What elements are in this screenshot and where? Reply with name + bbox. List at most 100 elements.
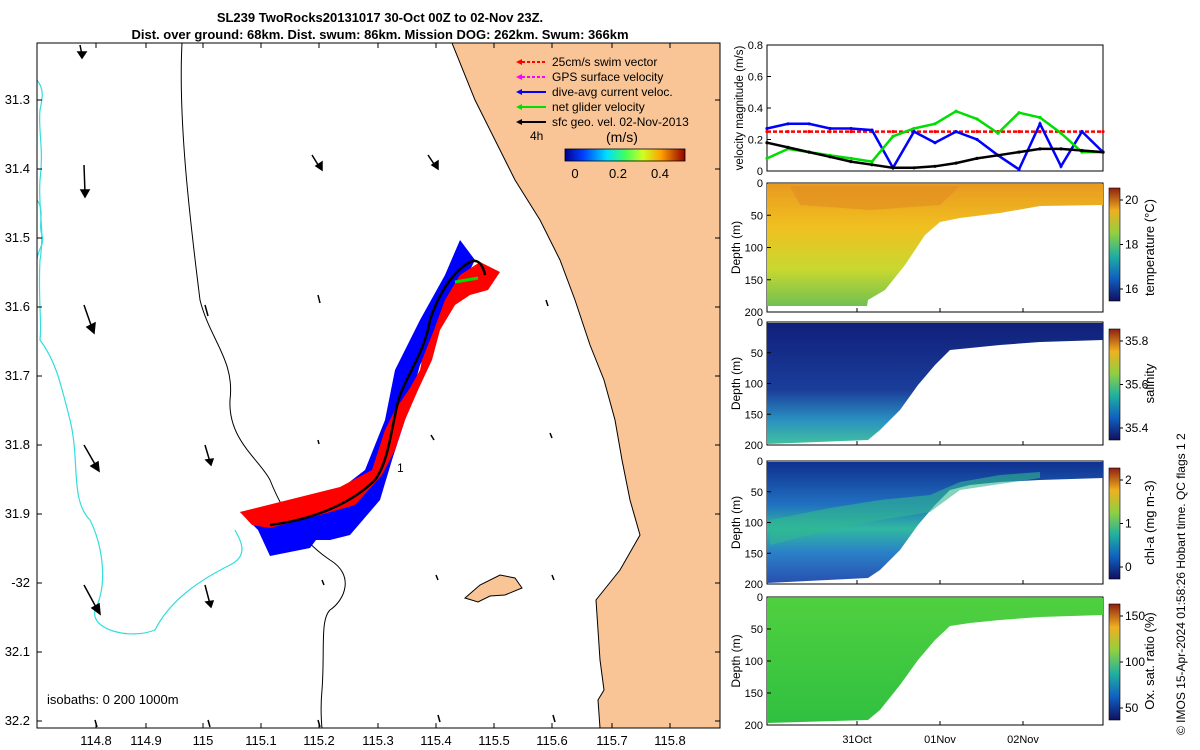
depth-tick-label: 50 [751, 624, 763, 636]
colorbar-tick-label: 20 [1125, 193, 1139, 207]
depth-tick-label: 0 [757, 592, 763, 604]
land-area [451, 43, 720, 728]
depth-tick-label: 50 [751, 348, 763, 360]
velocity-data-point [870, 163, 874, 167]
velocity-data-point [1059, 164, 1063, 168]
time-label: 4h [530, 129, 543, 143]
velocity-data-point [849, 156, 853, 160]
map-y-tick-label: 31.4 [5, 161, 30, 176]
legend-arrowhead [516, 119, 522, 125]
velocity-data-point [1038, 147, 1042, 151]
velocity-data-point [891, 130, 895, 134]
velocity-y-tick-label: 0.4 [748, 103, 763, 115]
oxygen-panel [766, 596, 1121, 726]
colorbar-tick-0: 0 [571, 166, 578, 181]
map-y-tick-label: 31.8 [5, 437, 30, 452]
depth-tick-label: 150 [745, 409, 763, 421]
depth-tick-label: 0 [757, 178, 763, 190]
map-y-tick-label: -32 [11, 575, 30, 590]
velocity-data-point [849, 130, 853, 134]
velocity-panel: 0 0.2 0.4 0.6 0.8 velocity magnitude (m/s) [734, 40, 1105, 178]
isobath-label: isobaths: 0 200 1000m [47, 692, 179, 707]
oxygen-section [767, 598, 1103, 723]
salinity-panel [766, 321, 1121, 446]
velocity-data-point [870, 160, 874, 164]
velocity-data-point [786, 122, 790, 126]
depth-tick-label: 50 [751, 487, 763, 499]
chla-max-layer [770, 472, 1040, 545]
velocity-data-point [954, 109, 958, 113]
velocity-data-point [1017, 167, 1021, 171]
colorbar-tick-label: 50 [1125, 701, 1139, 715]
colorbar-tick-label: 150 [1125, 609, 1145, 623]
vector-arrows [76, 44, 556, 728]
velocity-data-point [1080, 130, 1084, 134]
legend-label: GPS surface velocity [552, 70, 663, 84]
map-y-tick-label: 31.9 [5, 506, 30, 521]
depth-tick-label: 150 [745, 275, 763, 287]
velocity-data-point [807, 130, 811, 134]
velocity-data-point [765, 130, 769, 134]
colorbar-label: Ox. sat. ratio (%) [1142, 612, 1157, 710]
depth-ylabel: Depth (m) [729, 357, 743, 410]
velocity-data-point [975, 156, 979, 160]
map-x-tick-label: 115.3 [362, 733, 394, 748]
colorbar-tick-2: 0.4 [651, 166, 669, 181]
velocity-data-point [807, 150, 811, 154]
map-x-tick-label: 115.2 [303, 733, 335, 748]
salinity-section [767, 323, 1103, 444]
velocity-data-point [912, 166, 916, 170]
legend-arrowhead [516, 59, 522, 65]
chla-section [767, 462, 1103, 583]
velocity-data-point [996, 131, 1000, 135]
velocity-data-point [954, 130, 958, 134]
velocity-data-point [765, 141, 769, 145]
salinity-colorbar [1108, 328, 1121, 441]
velocity-data-point [1017, 150, 1021, 154]
velocity-data-point [975, 137, 979, 142]
chla-panel [766, 460, 1121, 585]
depth-tick-label: 200 [745, 440, 763, 452]
isobath-1000m [37, 79, 243, 635]
colorbar-tick-label: 16 [1125, 282, 1139, 296]
oxygen-colorbar [1108, 603, 1121, 721]
colorbar-tick-label: 0 [1125, 560, 1132, 574]
chla-colorbar [1108, 467, 1121, 580]
velocity-data-point [828, 126, 832, 131]
velocity-data-point [1059, 131, 1063, 135]
map-axes: 114.8 114.9 115 115.1 115.2 115.3 115.4 115.5 11… [5, 43, 720, 748]
colorbar-tick-label: 35.8 [1125, 334, 1149, 348]
velocity-axes: 0 0.2 0.4 0.6 0.8 [748, 40, 771, 178]
temperature-colorbar [1108, 187, 1121, 302]
velocity-data-point [933, 130, 937, 134]
map-y-tick-label: 32.1 [5, 644, 30, 659]
legend-label: 25cm/s swim vector [552, 55, 657, 69]
map-x-tick-label: 114.8 [80, 733, 112, 748]
velocity-y-tick-label: 0 [757, 166, 763, 178]
velocity-data-point [933, 164, 937, 168]
colorbar-tick-label: 1 [1125, 517, 1132, 531]
depth-tick-label: 200 [745, 307, 763, 319]
depth-tick-label: 150 [745, 548, 763, 560]
velocity-data-point [870, 128, 874, 132]
velocity-y-tick-label: 0.6 [748, 72, 763, 84]
isobath-1000m-2 [37, 199, 44, 261]
velocity-data-point [933, 122, 937, 126]
glider-path [269, 259, 487, 527]
time-tick-label: 01Nov [924, 734, 956, 746]
velocity-data-point [849, 160, 853, 164]
velocity-ylabel: velocity magnitude (m/s) [734, 46, 746, 171]
depth-tick-label: 200 [745, 720, 763, 732]
depth-tick-label: 100 [745, 379, 763, 391]
map-y-tick-label: 31.3 [5, 92, 30, 107]
map-x-tick-label: 115.1 [245, 733, 277, 748]
velocity-data-point [996, 153, 1000, 157]
velocity-data-point [1080, 148, 1084, 153]
velocity-data-point [765, 126, 769, 131]
velocity-data-point [1038, 122, 1042, 126]
velocity-y-tick-label: 0.8 [748, 40, 763, 52]
velocity-data-point [1017, 111, 1021, 115]
velocity-data-point [975, 117, 979, 121]
